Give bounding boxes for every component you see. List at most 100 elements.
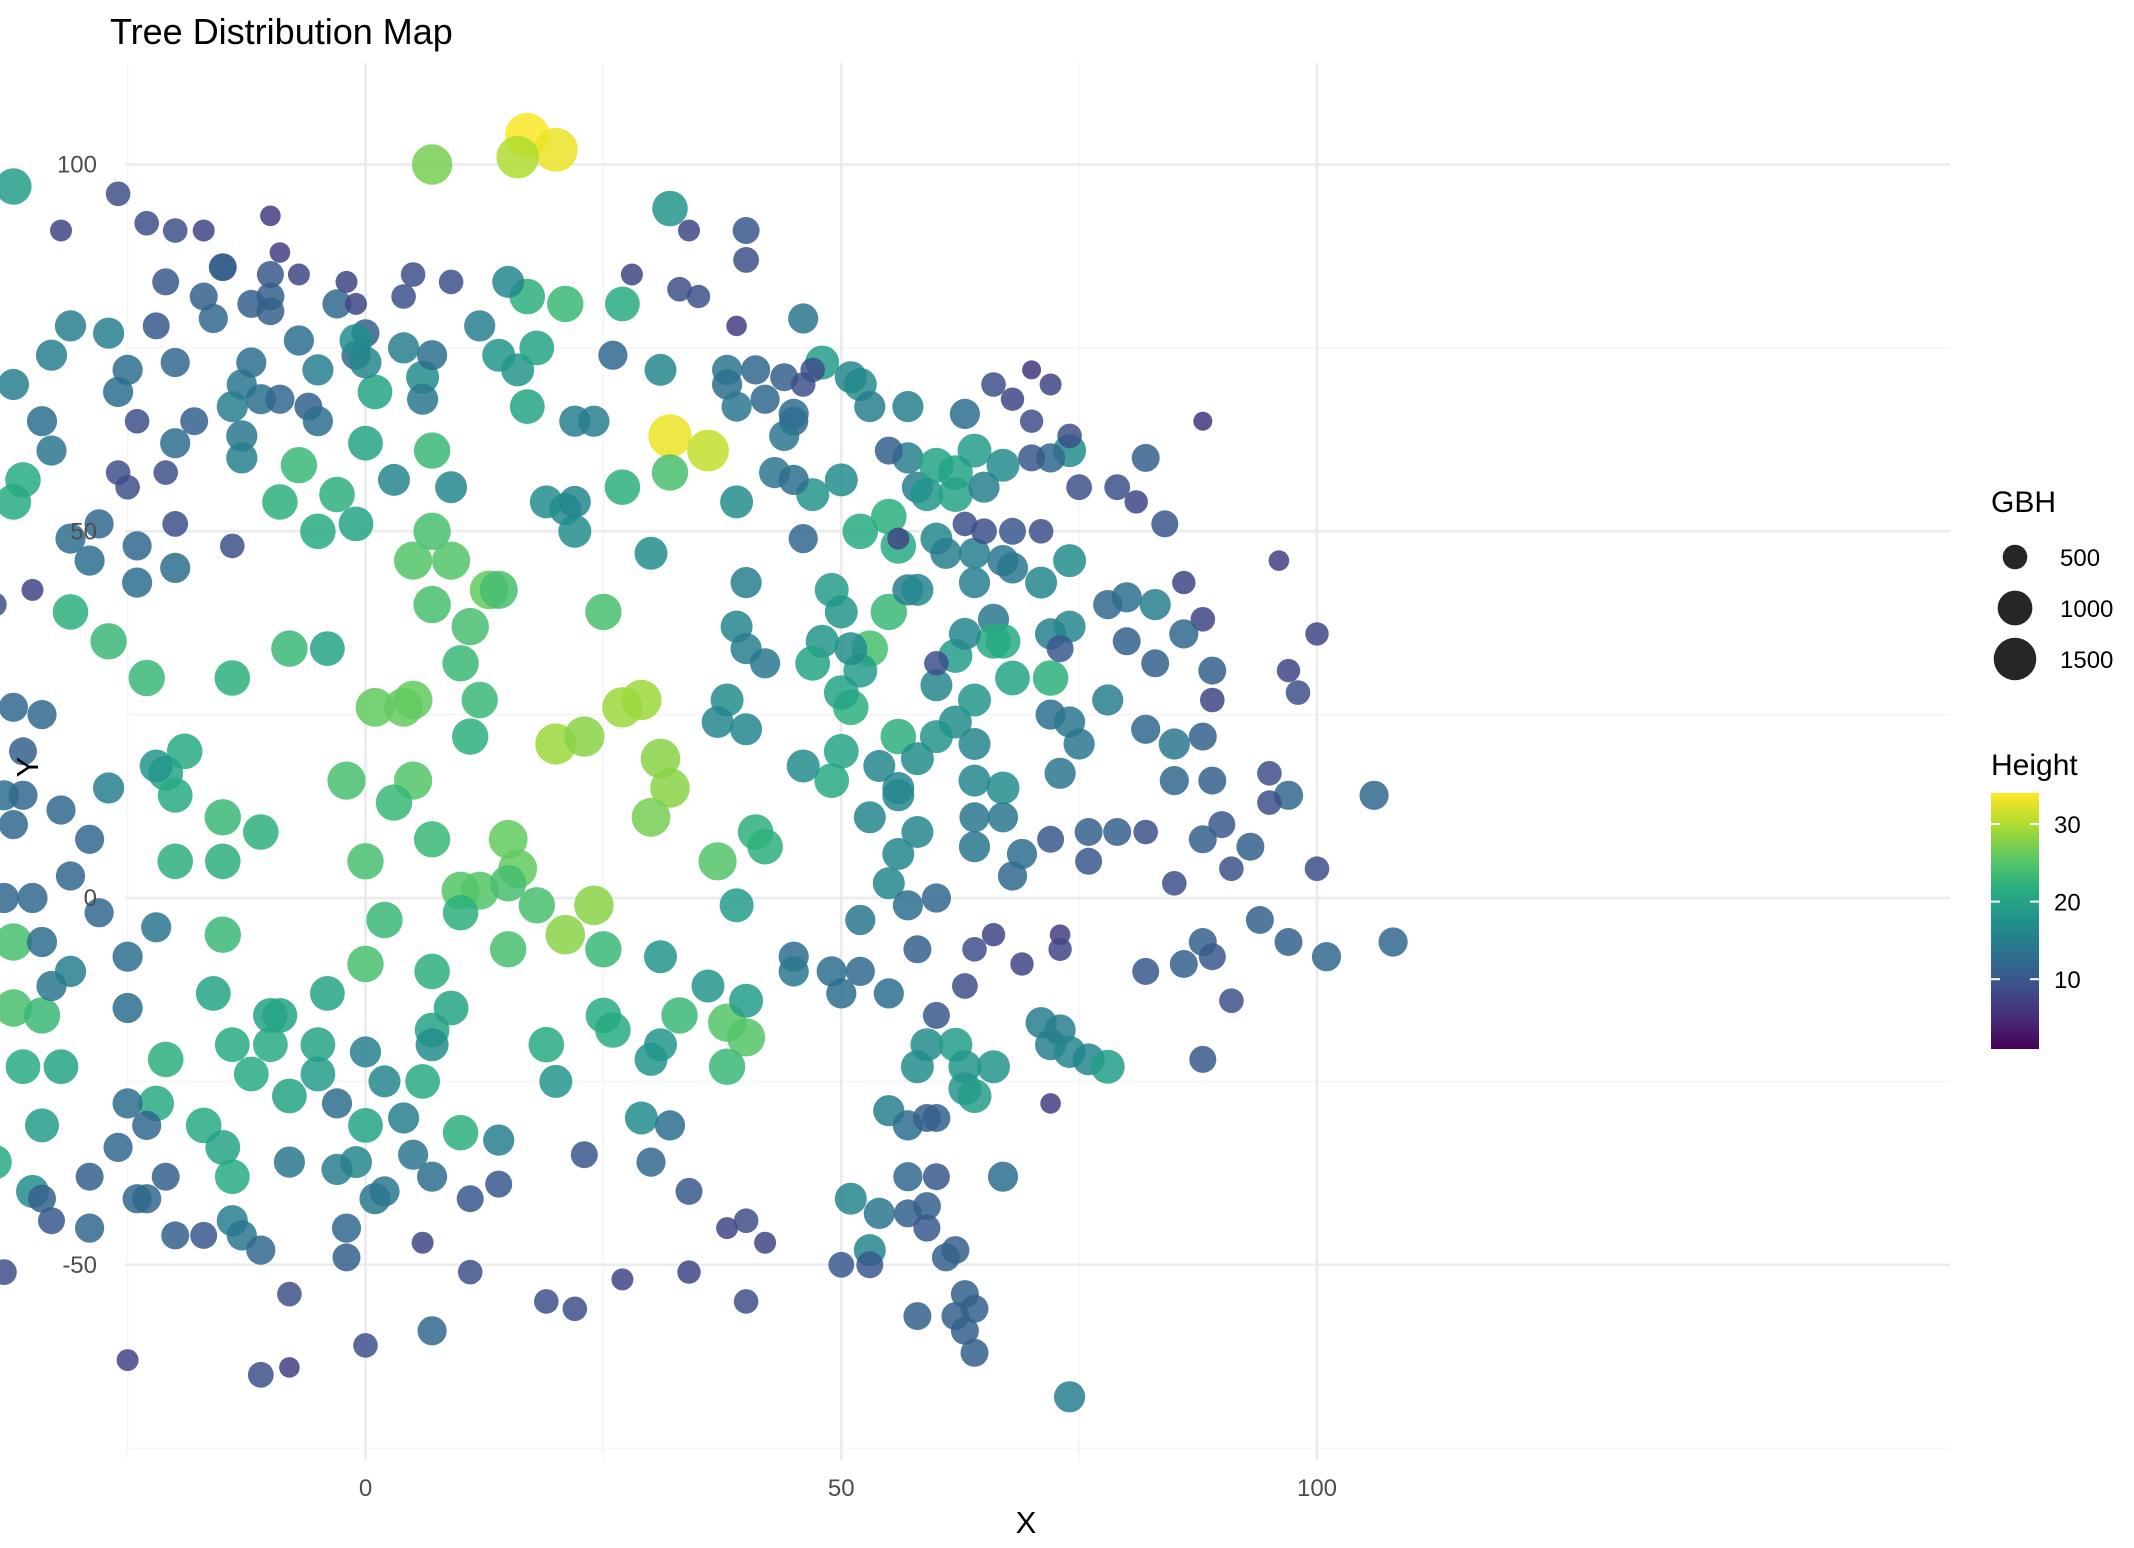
size-legend-key [1993,637,2037,681]
tree-point [189,282,218,311]
tree-point [958,831,991,863]
tree-point [1046,635,1074,663]
tree-point [134,210,159,236]
size-legend-items: 500 1000 1500 [1993,544,2113,681]
tree-point [958,728,991,760]
tree-point [220,533,245,559]
tree-point [634,536,668,570]
tree-point [369,1176,400,1207]
tree-point [17,882,48,914]
tree-point [585,593,622,631]
tree-point [319,476,355,513]
tree-point [585,931,622,968]
tree-point [631,797,671,837]
tree-point [987,1161,1019,1192]
tree-point [1028,519,1054,544]
tree-point [958,537,991,569]
tree-point [604,469,641,506]
size-legend: GBH 500 1000 1500 [1991,486,2113,681]
tree-point [38,1207,65,1235]
tree-point [332,1243,361,1272]
tree-point [1039,373,1062,396]
tree-point [750,648,781,679]
tree-point [987,802,1019,833]
tree-point [405,1064,440,1099]
tree-point [411,144,453,185]
tree-point [960,1338,989,1367]
tree-point [985,623,1021,659]
tree-point [115,474,140,500]
tree-point [558,514,592,548]
tree-point [105,181,131,207]
tree-point [901,573,934,606]
tree-point [533,127,578,172]
tree-point [701,706,734,738]
tree-point [464,310,496,342]
tree-point [893,1162,923,1192]
tree-point [1208,811,1236,839]
tree-point [1057,423,1082,449]
tree-point [733,247,759,273]
tree-point [483,1124,515,1156]
tree-point [981,372,1006,397]
tree-point [338,506,374,542]
tree-point [1162,871,1187,896]
colorbar [1991,793,2039,1049]
tree-point [391,284,416,309]
tree-point [141,912,172,943]
tree-point [1019,409,1044,433]
tree-point [800,357,825,383]
tree-point [75,1213,105,1243]
tree-point [958,567,991,599]
tree-point [1093,590,1123,620]
tree-point [1010,952,1034,976]
tree-point [912,1192,941,1221]
tree-point [180,407,209,436]
tree-point [417,1316,447,1346]
tree-point [345,292,367,315]
tree-point [236,347,267,378]
tree-point [1200,687,1225,713]
tree-point [999,517,1026,545]
tree-point [122,567,153,598]
tree-point [870,593,907,631]
tree-point [854,391,886,423]
tree-point [824,463,858,497]
tree-point [871,498,907,535]
tree-point [958,683,991,717]
tree-point [1219,988,1244,1013]
tree-point [842,513,879,550]
tree-point [687,429,729,472]
tree-point [652,190,688,227]
tree-point [271,630,308,667]
tree-point [327,761,366,800]
tree-point [501,353,535,387]
tree-point [644,940,677,974]
tree-point [834,632,868,666]
tree-point [124,408,150,434]
tree-point [1158,728,1190,760]
tree-point [986,771,1020,805]
tree-point [485,1170,513,1198]
tree-point [226,442,258,474]
tree-point [388,332,420,364]
tree-point [208,253,237,282]
x-axis-title: X [1016,1505,1037,1540]
tree-point [490,865,527,902]
tree-point [644,353,677,386]
tree-point [941,1302,970,1331]
tree-point [981,923,1006,947]
tree-point [845,904,876,936]
tree-point [112,992,143,1024]
tree-point [1236,832,1265,861]
tree-point [0,484,32,520]
size-legend-key [1997,590,2033,626]
tree-point [1304,856,1330,881]
tree-point [1048,937,1072,961]
colorbar-tick-label: 20 [2054,890,2081,917]
tree-point [0,810,28,840]
tree-point [260,205,281,227]
tree-point [1000,387,1025,411]
color-legend-title: Height [1991,749,2078,782]
tree-point [952,973,978,999]
